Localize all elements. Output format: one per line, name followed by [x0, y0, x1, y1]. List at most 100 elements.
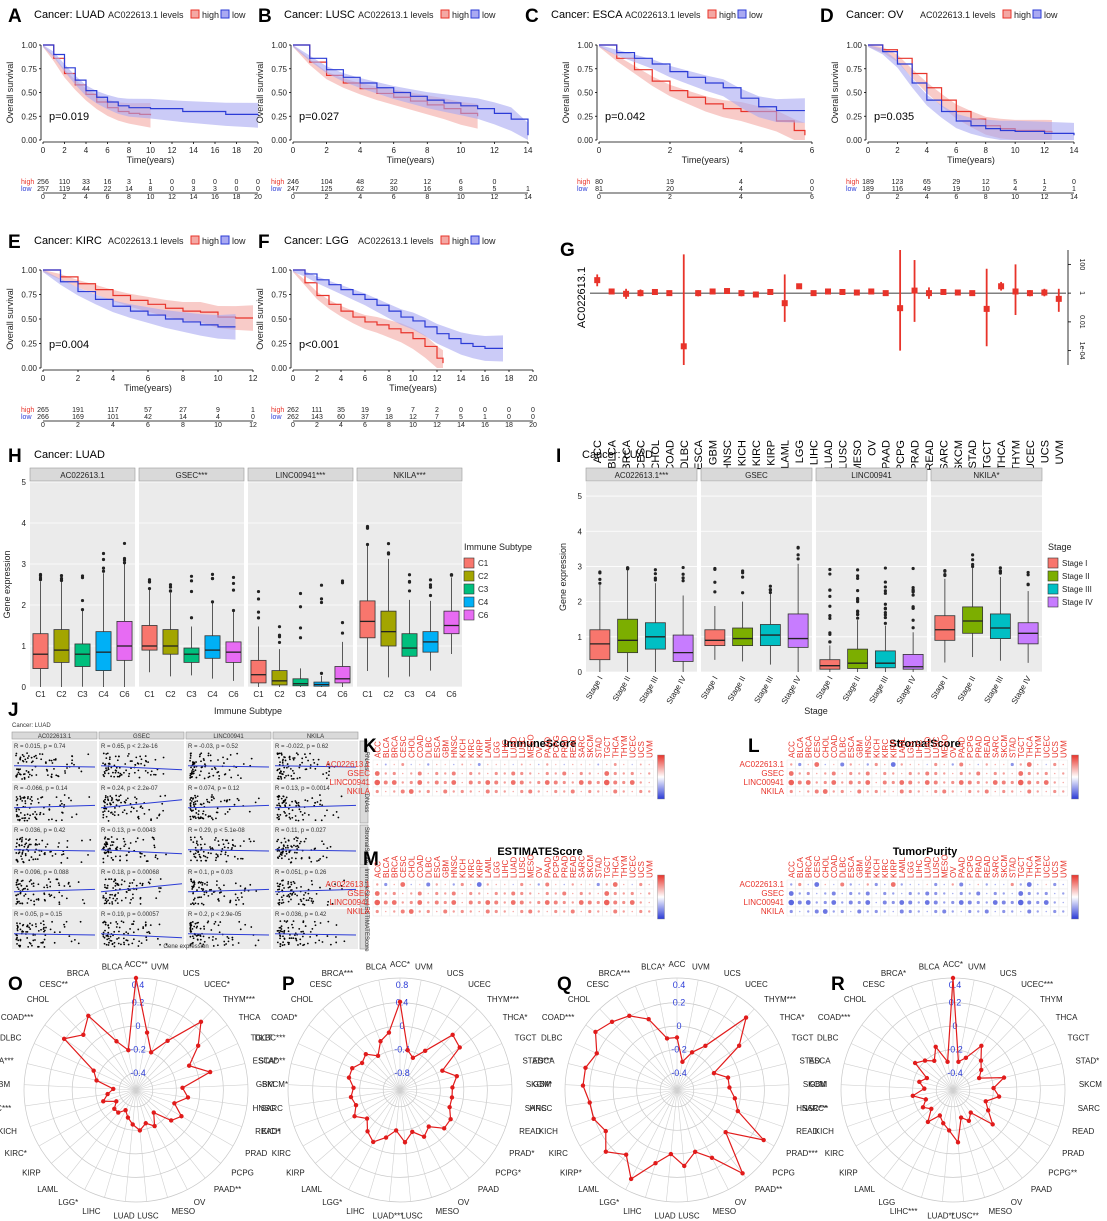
scatter-point	[112, 897, 115, 900]
heat-col-label: CHOL	[407, 855, 416, 878]
heat-dot	[992, 900, 998, 905]
km-y-tick-label: 0.25	[21, 340, 37, 349]
heat-dot	[797, 780, 802, 785]
km-y-tick-label: 0.75	[271, 65, 287, 74]
heat-col-label: BLCA	[382, 856, 391, 878]
box-outlier	[80, 607, 85, 612]
heat-row-label: NKILA	[347, 787, 371, 796]
scatter-point	[109, 802, 111, 805]
box-outlier	[681, 579, 685, 583]
panel-letter-C: C	[525, 6, 539, 27]
box-C6	[334, 666, 351, 684]
scatter-point	[116, 902, 119, 904]
scatter-point	[218, 900, 220, 902]
heat-dot	[951, 772, 954, 775]
heat-dot	[401, 892, 404, 895]
scatter-point	[276, 930, 279, 932]
radar-spoke	[399, 985, 442, 1091]
heat-dot	[848, 780, 853, 785]
radar-axis-label: CHOL	[844, 995, 867, 1004]
heat-col-label: KICH	[872, 739, 881, 758]
scatter-point	[43, 886, 46, 889]
radar-axis-label: MESO	[988, 1207, 1012, 1216]
heat-dot	[908, 789, 912, 794]
heat-dot	[391, 780, 397, 785]
radar-spoke	[655, 979, 678, 1091]
scatter-point	[123, 932, 125, 935]
scatter-point	[276, 804, 279, 807]
scatter-stat: R = 0.05, p = 0.15	[14, 912, 63, 918]
heat-dot	[562, 891, 567, 896]
scatter-point	[105, 753, 108, 755]
scatter-point	[158, 923, 161, 926]
km-y-tick-label: 0.00	[21, 364, 37, 373]
scatter-point	[211, 768, 213, 771]
scatter-point	[292, 757, 295, 760]
heat-row-label: GSEC	[761, 769, 784, 778]
heat-col-label: SARC	[577, 736, 586, 758]
scatter-point	[104, 921, 107, 924]
km-x-tick-label: 4	[111, 374, 116, 383]
heat-dot	[461, 781, 464, 784]
heat-dot	[788, 771, 794, 776]
radar-spoke	[27, 1063, 137, 1091]
scatter-point	[141, 807, 144, 810]
radar-spoke	[135, 995, 197, 1091]
heat-dot	[858, 883, 861, 886]
scatter-point	[103, 851, 106, 854]
heat-row-label: NKILA	[761, 787, 785, 796]
risk-x-tick: 8	[425, 194, 429, 201]
box-C1	[141, 625, 158, 651]
heat-dot	[1053, 901, 1056, 904]
box-title: Cancer: LUAD	[582, 449, 653, 461]
heat-col-label: THCA	[611, 736, 620, 758]
scatter-point	[153, 773, 155, 776]
scatter-point	[211, 818, 214, 821]
scatter-point	[310, 880, 313, 882]
radar-axis-label: GBM	[533, 1080, 552, 1089]
heat-dot	[883, 883, 886, 886]
scatter-point	[343, 940, 346, 943]
risk-low-value: 1	[1072, 186, 1076, 193]
heat-col-label: LUSC	[518, 856, 527, 878]
km-x-tick-label: 0	[291, 146, 296, 155]
scatter-point	[287, 900, 290, 903]
risk-label-high: high	[21, 179, 34, 186]
scatter-point	[194, 803, 197, 805]
scatter-point	[200, 847, 203, 849]
scatter-point	[208, 889, 211, 891]
scatter-point	[206, 881, 209, 884]
scatter-point	[199, 843, 202, 846]
heat-dot	[831, 780, 837, 785]
radar-point-PRAD	[179, 1114, 184, 1119]
scatter-point	[24, 802, 27, 805]
scatter-point	[108, 762, 111, 765]
risk-high-value: 0	[492, 179, 496, 186]
scatter-point	[189, 926, 192, 929]
box-ylabel: Gene expression	[558, 543, 568, 611]
scatter-point	[21, 902, 24, 905]
heat-col-label: UVM	[1059, 740, 1068, 758]
scatter-point	[34, 810, 37, 813]
scatter-point	[67, 797, 70, 799]
box-outlier	[856, 576, 860, 581]
scatter-point	[109, 844, 112, 847]
radar-spoke	[44, 1024, 137, 1091]
scatter-fit-line	[187, 933, 270, 936]
scatter-point	[196, 859, 198, 862]
heat-dot	[900, 772, 903, 775]
heat-dot	[951, 763, 954, 766]
km-y-tick-label: 0.75	[271, 291, 287, 300]
risk-low-value: 37	[361, 414, 369, 421]
scatter-point	[37, 929, 40, 932]
scatter-point	[217, 840, 220, 843]
heat-dot	[883, 771, 887, 776]
scatter-point	[148, 808, 151, 811]
heat-dot	[494, 909, 498, 914]
scatter-point	[104, 796, 107, 799]
box-outlier	[1026, 582, 1030, 586]
heat-dot	[1062, 892, 1065, 895]
scatter-point	[279, 942, 282, 945]
km-x-tick-label: 4	[339, 374, 344, 383]
risk-low-value: 116	[892, 186, 903, 193]
